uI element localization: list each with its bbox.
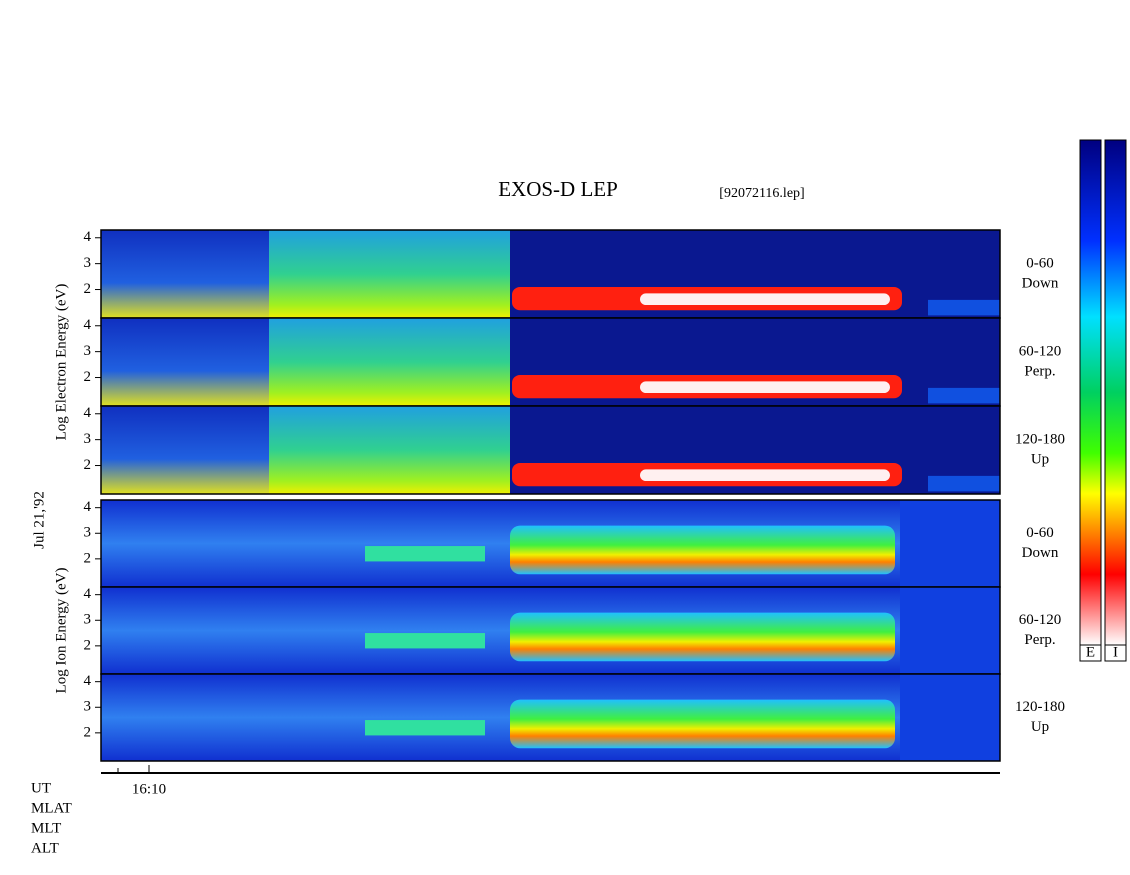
- y-tick-label: 2: [84, 724, 92, 740]
- y-tick-label: 3: [84, 343, 92, 359]
- y-tick-label: 4: [84, 317, 92, 333]
- spectrogram: [101, 318, 1000, 406]
- region: [269, 406, 510, 494]
- band: [365, 633, 485, 649]
- band: [365, 546, 485, 562]
- panel-frame: [100, 673, 1001, 762]
- y-tick-label: 3: [84, 431, 92, 447]
- y-tick-label: 4: [84, 586, 92, 602]
- panels: 2 3 4 0-60 Down 2 3 4 60-120 Perp. 2 3 4 120-180 Up Log…: [53, 229, 1065, 762]
- region: [269, 318, 510, 406]
- panel-label: Up: [1031, 719, 1049, 735]
- panel-label: 60-120: [1019, 343, 1062, 359]
- panel-frame: [100, 405, 1001, 495]
- region: [900, 500, 1000, 587]
- band: [365, 720, 485, 736]
- band: [640, 469, 890, 482]
- region: [900, 674, 1000, 761]
- panel-label: 120-180: [1015, 699, 1065, 715]
- row-label: UT: [31, 780, 51, 796]
- y-tick-label: 3: [84, 699, 92, 715]
- colorbar-box: [1104, 644, 1127, 662]
- band: [640, 381, 890, 394]
- y-tick-label: 3: [84, 255, 92, 271]
- panel-label: Down: [1022, 275, 1059, 291]
- region: [900, 587, 1000, 674]
- panel-label: Perp.: [1024, 363, 1055, 379]
- spectrogram: [101, 406, 1000, 494]
- region: [101, 318, 269, 406]
- y-tick-label: 3: [84, 525, 92, 541]
- region: [269, 230, 510, 318]
- band: [510, 699, 895, 749]
- panel-label: 60-120: [1019, 612, 1062, 628]
- row-label: MLT: [31, 820, 61, 836]
- region: [928, 299, 1000, 316]
- date: Jul 21,'92: [31, 491, 47, 549]
- y-axis-label: Log Electron Energy (eV): [53, 284, 69, 441]
- file-name: [92072116.lep]: [719, 186, 804, 201]
- y-tick-label: 4: [84, 405, 92, 421]
- row-label: ALT: [31, 840, 59, 856]
- y-axis-label: Log Ion Energy (eV): [53, 568, 69, 694]
- spectrogram: [101, 674, 1000, 761]
- y-tick-label: 2: [84, 550, 92, 566]
- panel-label: Down: [1022, 545, 1059, 561]
- panel-label: 0-60: [1026, 525, 1054, 541]
- panel-label: 120-180: [1015, 431, 1065, 447]
- panel-label: Perp.: [1024, 632, 1055, 648]
- row-label: MLAT: [31, 800, 72, 816]
- band: [640, 293, 890, 306]
- y-tick-label: 2: [84, 637, 92, 653]
- y-tick-label: 4: [84, 229, 92, 245]
- colorbar-label: I: [1113, 644, 1118, 660]
- spectrogram: [101, 500, 1000, 587]
- panel-label: Up: [1031, 451, 1049, 467]
- title: EXOS-D LEP: [498, 177, 618, 201]
- region: [928, 475, 1000, 492]
- x-tick-label: 16:10: [132, 781, 166, 797]
- colorbar: [1079, 139, 1102, 646]
- y-tick-label: 4: [84, 673, 92, 689]
- panel-label: 0-60: [1026, 255, 1054, 271]
- region: [101, 406, 269, 494]
- y-tick-label: 2: [84, 281, 92, 297]
- band: [510, 525, 895, 575]
- colorbar-box: [1079, 644, 1102, 662]
- colorbar-label: E: [1086, 644, 1095, 660]
- y-tick-label: 3: [84, 612, 92, 628]
- band: [510, 612, 895, 662]
- y-tick-label: 4: [84, 499, 92, 515]
- colorbar: [1104, 139, 1127, 646]
- spectrogram: [101, 587, 1000, 674]
- region: [928, 387, 1000, 404]
- spectrogram: [101, 230, 1000, 318]
- y-tick-label: 2: [84, 457, 92, 473]
- region: [101, 230, 269, 318]
- y-tick-label: 2: [84, 369, 92, 385]
